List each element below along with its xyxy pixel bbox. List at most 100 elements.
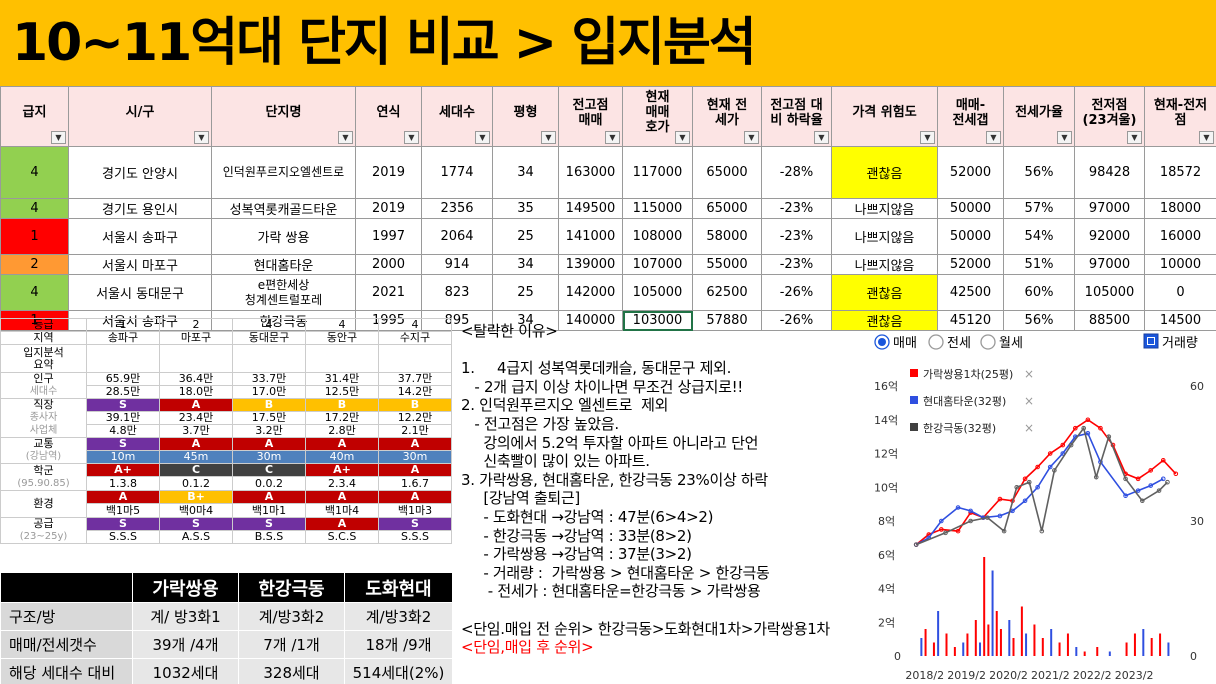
cell-low[interactable]: 105000	[1074, 274, 1145, 311]
legend-close-icon[interactable]: ×	[1024, 421, 1034, 435]
cell-gap[interactable]: 45120	[937, 310, 1004, 331]
table-row[interactable]: 4 경기도 용인시 성복역롯캐골드타운 2019 2356 35 149500 115000 6…	[0, 198, 1216, 219]
cell-city[interactable]: 경기도 안양시	[68, 146, 212, 199]
cell-jeonse[interactable]: 65000	[692, 146, 762, 199]
cell-risk[interactable]: 괜찮음	[831, 146, 938, 199]
cell-diff[interactable]: 10000	[1144, 254, 1216, 275]
cell-diff[interactable]: 16000	[1144, 218, 1216, 255]
cell-grade[interactable]: 4	[0, 146, 69, 199]
filter-dropdown-icon[interactable]: ▼	[541, 131, 556, 144]
cell-drop[interactable]: -28%	[761, 146, 832, 199]
cell-year[interactable]: 1997	[355, 218, 422, 255]
cell-jeonse[interactable]: 57880	[692, 310, 762, 331]
cell-households[interactable]: 823	[421, 274, 493, 311]
cell-year[interactable]: 2000	[355, 254, 422, 275]
cell-grade[interactable]: 4	[0, 198, 69, 219]
cell-peak[interactable]: 141000	[558, 218, 623, 255]
cell-grade[interactable]: 4	[0, 274, 69, 311]
radio-label[interactable]: 전세	[947, 336, 971, 351]
cell-ratio[interactable]: 60%	[1003, 274, 1075, 311]
filter-dropdown-icon[interactable]: ▼	[1127, 131, 1142, 144]
cell-peak[interactable]: 163000	[558, 146, 623, 199]
cell-ratio[interactable]: 56%	[1003, 146, 1075, 199]
cell-gap[interactable]: 52000	[937, 254, 1004, 275]
legend-close-icon[interactable]: ×	[1024, 367, 1034, 381]
filter-dropdown-icon[interactable]: ▼	[920, 131, 935, 144]
filter-dropdown-icon[interactable]: ▼	[744, 131, 759, 144]
cell-peak[interactable]: 149500	[558, 198, 623, 219]
filter-dropdown-icon[interactable]: ▼	[605, 131, 620, 144]
cell-current[interactable]: 105000	[622, 274, 693, 311]
cell-households[interactable]: 1774	[421, 146, 493, 199]
cell-risk[interactable]: 나쁘지않음	[831, 198, 938, 219]
cell-year[interactable]: 2019	[355, 198, 422, 219]
cell-ratio[interactable]: 56%	[1003, 310, 1075, 331]
cell-current[interactable]: 103000	[622, 310, 693, 331]
filter-dropdown-icon[interactable]: ▼	[675, 131, 690, 144]
cell-jeonse[interactable]: 58000	[692, 218, 762, 255]
cell-size[interactable]: 34	[492, 146, 559, 199]
cell-jeonse[interactable]: 65000	[692, 198, 762, 219]
cell-city[interactable]: 서울시 송파구	[68, 218, 212, 255]
cell-ratio[interactable]: 57%	[1003, 198, 1075, 219]
filter-dropdown-icon[interactable]: ▼	[194, 131, 209, 144]
cell-gap[interactable]: 52000	[937, 146, 1004, 199]
cell-diff[interactable]: 18000	[1144, 198, 1216, 219]
cell-risk[interactable]: 괜찮음	[831, 274, 938, 311]
cell-year[interactable]: 2019	[355, 146, 422, 199]
cell-name[interactable]: e편한세상 청계센트럴포레	[211, 274, 356, 311]
filter-dropdown-icon[interactable]: ▼	[814, 131, 829, 144]
cell-risk[interactable]: 나쁘지않음	[831, 254, 938, 275]
cell-drop[interactable]: -23%	[761, 218, 832, 255]
cell-name[interactable]: 현대홈타운	[211, 254, 356, 275]
cell-size[interactable]: 34	[492, 254, 559, 275]
cell-size[interactable]: 25	[492, 218, 559, 255]
cell-peak[interactable]: 139000	[558, 254, 623, 275]
cell-jeonse[interactable]: 55000	[692, 254, 762, 275]
cell-name[interactable]: 가락 쌍용	[211, 218, 356, 255]
cell-grade[interactable]: 1	[0, 218, 69, 255]
cell-households[interactable]: 914	[421, 254, 493, 275]
radio-월세-icon[interactable]	[980, 334, 996, 350]
filter-dropdown-icon[interactable]: ▼	[51, 131, 66, 144]
radio-전세-icon[interactable]	[928, 334, 944, 350]
radio-label[interactable]: 매매	[893, 336, 917, 351]
cell-name[interactable]: 인덕원푸르지오엘센트로	[211, 146, 356, 199]
cell-diff[interactable]: 14500	[1144, 310, 1216, 331]
cell-risk[interactable]: 괜찮음	[831, 310, 938, 331]
cell-ratio[interactable]: 54%	[1003, 218, 1075, 255]
table-row[interactable]: 1 서울시 송파구 가락 쌍용 1997 2064 25 141000 108000 58000…	[0, 218, 1216, 255]
filter-dropdown-icon[interactable]: ▼	[338, 131, 353, 144]
table-row[interactable]: 2 서울시 마포구 현대홈타운 2000 914 34 139000 107000 55000-…	[0, 254, 1216, 275]
cell-households[interactable]: 2356	[421, 198, 493, 219]
filter-dropdown-icon[interactable]: ▼	[986, 131, 1001, 144]
cell-drop[interactable]: -23%	[761, 254, 832, 275]
cell-current[interactable]: 117000	[622, 146, 693, 199]
cell-city[interactable]: 서울시 동대문구	[68, 274, 212, 311]
cell-ratio[interactable]: 51%	[1003, 254, 1075, 275]
cell-low[interactable]: 98428	[1074, 146, 1145, 199]
cell-peak[interactable]: 142000	[558, 274, 623, 311]
cell-current[interactable]: 107000	[622, 254, 693, 275]
legend-close-icon[interactable]: ×	[1024, 394, 1034, 408]
cell-low[interactable]: 97000	[1074, 254, 1145, 275]
cell-city[interactable]: 경기도 용인시	[68, 198, 212, 219]
table-row[interactable]: 4 경기도 안양시 인덕원푸르지오엘센트로 2019 1774 34 163000 11700…	[0, 146, 1216, 199]
cell-low[interactable]: 97000	[1074, 198, 1145, 219]
cell-size[interactable]: 35	[492, 198, 559, 219]
filter-dropdown-icon[interactable]: ▼	[404, 131, 419, 144]
cell-current[interactable]: 115000	[622, 198, 693, 219]
cell-size[interactable]: 25	[492, 274, 559, 311]
cell-drop[interactable]: -26%	[761, 310, 832, 331]
cell-city[interactable]: 서울시 마포구	[68, 254, 212, 275]
cell-gap[interactable]: 50000	[937, 198, 1004, 219]
cell-diff[interactable]: 18572	[1144, 146, 1216, 199]
cell-gap[interactable]: 42500	[937, 274, 1004, 311]
cell-grade[interactable]: 2	[0, 254, 69, 275]
cell-size[interactable]: 34	[492, 310, 559, 331]
cell-year[interactable]: 2021	[355, 274, 422, 311]
filter-dropdown-icon[interactable]: ▼	[1199, 131, 1214, 144]
filter-dropdown-icon[interactable]: ▼	[475, 131, 490, 144]
cell-households[interactable]: 2064	[421, 218, 493, 255]
cell-drop[interactable]: -23%	[761, 198, 832, 219]
